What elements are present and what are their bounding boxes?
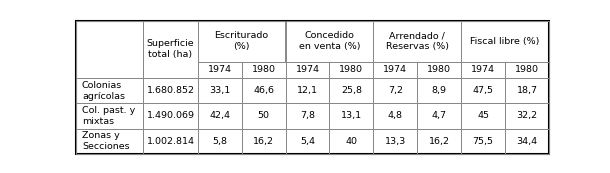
Bar: [373, 21, 461, 62]
Text: Fiscal libre (%): Fiscal libre (%): [470, 37, 540, 46]
Text: 8,9: 8,9: [432, 86, 447, 95]
Bar: [505, 129, 549, 154]
Bar: [505, 103, 549, 129]
Bar: [143, 103, 198, 129]
Bar: [242, 129, 285, 154]
Text: 75,5: 75,5: [473, 137, 493, 146]
Bar: [143, 21, 198, 78]
Text: 7,2: 7,2: [388, 86, 403, 95]
Text: 18,7: 18,7: [517, 86, 537, 95]
Bar: [373, 103, 417, 129]
Text: Concedido
en venta (%): Concedido en venta (%): [299, 31, 360, 51]
Bar: [329, 103, 373, 129]
Text: 4,7: 4,7: [432, 111, 447, 120]
Bar: [373, 62, 417, 78]
Text: Col. past. y
mixtas: Col. past. y mixtas: [82, 106, 135, 126]
Text: 1974: 1974: [295, 65, 320, 74]
Bar: [417, 129, 461, 154]
Text: 40: 40: [345, 137, 357, 146]
Bar: [373, 129, 417, 154]
Text: 1980: 1980: [427, 65, 451, 74]
Bar: [76, 21, 143, 78]
Bar: [198, 21, 285, 62]
Bar: [417, 103, 461, 129]
Bar: [329, 62, 373, 78]
Bar: [76, 78, 143, 103]
Text: 1.680.852: 1.680.852: [146, 86, 195, 95]
Bar: [198, 78, 242, 103]
Text: 1.002.814: 1.002.814: [146, 137, 195, 146]
Bar: [198, 103, 242, 129]
Text: 1974: 1974: [383, 65, 407, 74]
Text: Zonas y
Secciones: Zonas y Secciones: [82, 131, 129, 151]
Bar: [505, 62, 549, 78]
Text: 1980: 1980: [339, 65, 364, 74]
Bar: [461, 129, 505, 154]
Bar: [76, 103, 143, 129]
Text: 46,6: 46,6: [253, 86, 274, 95]
Bar: [461, 21, 549, 62]
Bar: [242, 62, 285, 78]
Bar: [417, 78, 461, 103]
Text: 1.490.069: 1.490.069: [146, 111, 195, 120]
Text: 32,2: 32,2: [517, 111, 537, 120]
Text: 5,8: 5,8: [212, 137, 227, 146]
Text: 13,1: 13,1: [341, 111, 362, 120]
Text: 42,4: 42,4: [209, 111, 230, 120]
Bar: [461, 62, 505, 78]
Text: 5,4: 5,4: [300, 137, 315, 146]
Text: Arrendado /
Reservas (%): Arrendado / Reservas (%): [386, 31, 449, 51]
Text: 1980: 1980: [515, 65, 539, 74]
Text: 1974: 1974: [207, 65, 232, 74]
Bar: [461, 78, 505, 103]
Text: Colonias
agrícolas: Colonias agrícolas: [82, 81, 125, 101]
Text: 12,1: 12,1: [297, 86, 318, 95]
Text: 33,1: 33,1: [209, 86, 230, 95]
Bar: [461, 103, 505, 129]
Bar: [285, 62, 329, 78]
Bar: [143, 129, 198, 154]
Bar: [505, 78, 549, 103]
Bar: [198, 62, 242, 78]
Text: Superficie
total (ha): Superficie total (ha): [147, 39, 195, 59]
Bar: [285, 129, 329, 154]
Text: 50: 50: [257, 111, 270, 120]
Text: Escriturado
(%): Escriturado (%): [215, 31, 268, 51]
Text: 1974: 1974: [471, 65, 495, 74]
Bar: [417, 62, 461, 78]
Bar: [198, 129, 242, 154]
Text: 25,8: 25,8: [341, 86, 362, 95]
Bar: [329, 78, 373, 103]
Text: 34,4: 34,4: [517, 137, 537, 146]
Text: 4,8: 4,8: [388, 111, 403, 120]
Text: 1980: 1980: [251, 65, 276, 74]
Bar: [373, 78, 417, 103]
Text: 47,5: 47,5: [473, 86, 493, 95]
Bar: [242, 78, 285, 103]
Text: 45: 45: [477, 111, 489, 120]
Bar: [329, 129, 373, 154]
Text: 16,2: 16,2: [253, 137, 274, 146]
Bar: [285, 21, 373, 62]
Bar: [285, 78, 329, 103]
Text: 13,3: 13,3: [385, 137, 406, 146]
Text: 16,2: 16,2: [429, 137, 450, 146]
Bar: [242, 103, 285, 129]
Bar: [76, 129, 143, 154]
Text: 7,8: 7,8: [300, 111, 315, 120]
Bar: [143, 78, 198, 103]
Bar: [285, 103, 329, 129]
